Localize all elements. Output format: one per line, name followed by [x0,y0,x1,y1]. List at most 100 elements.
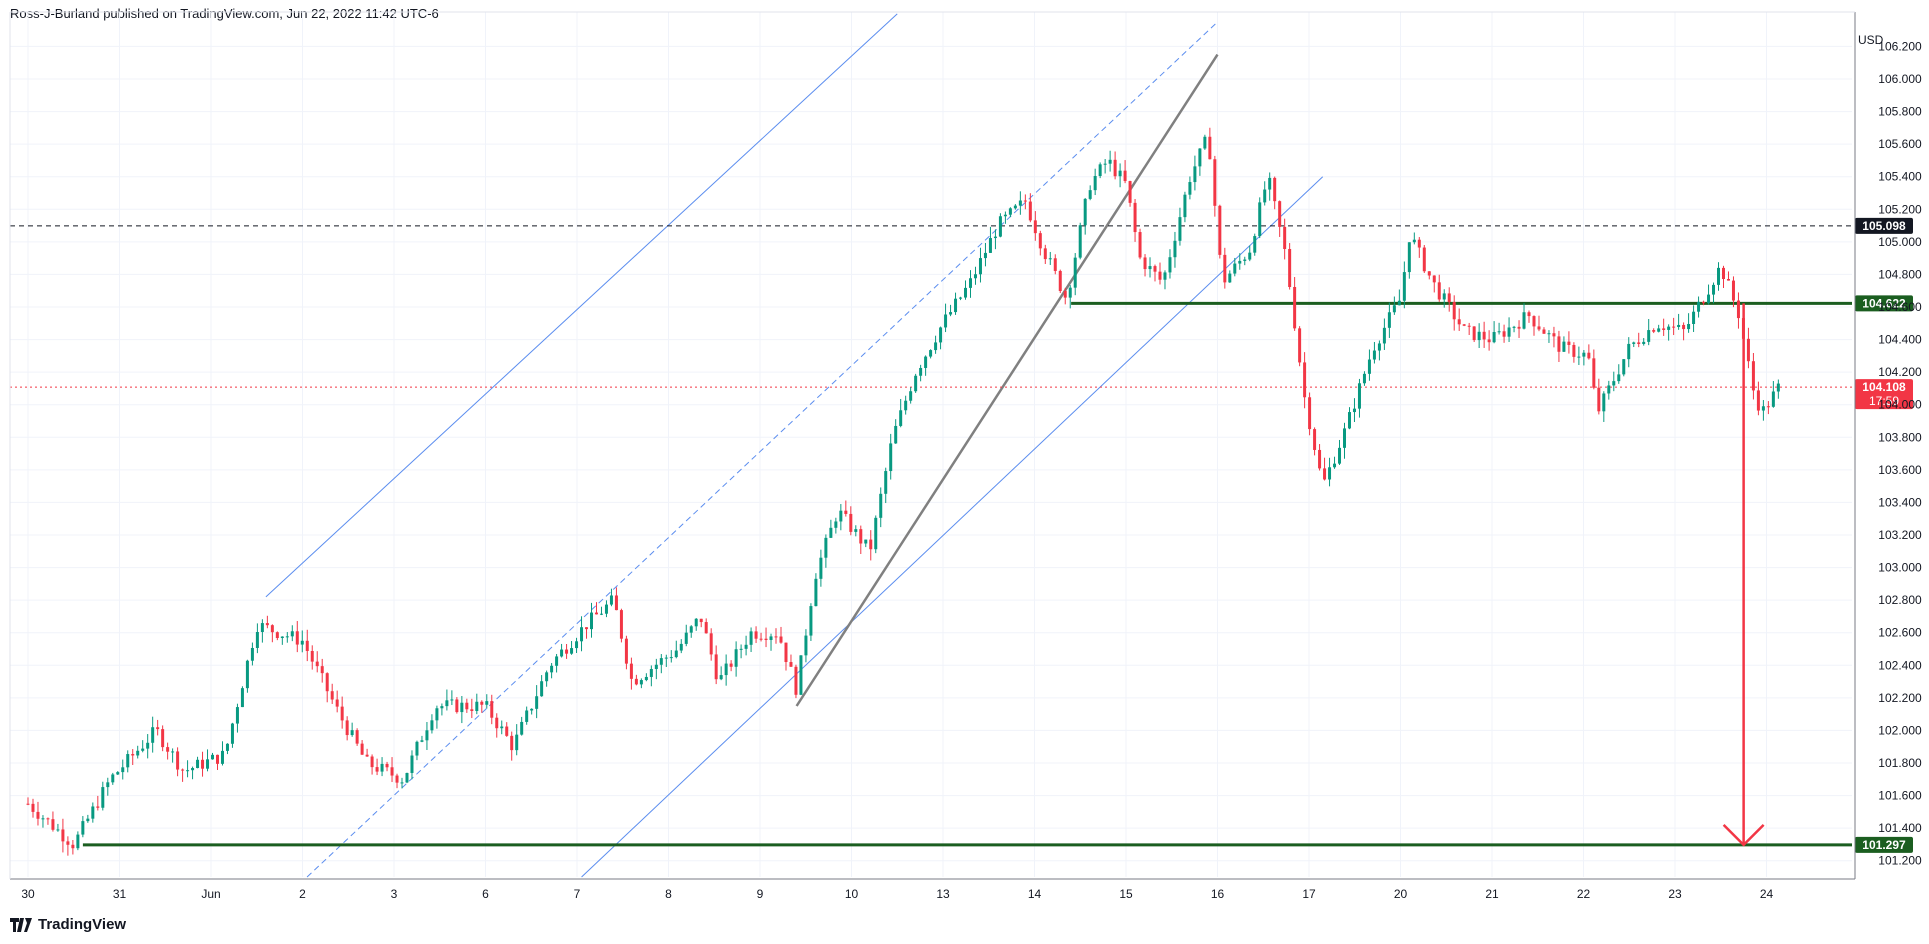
candle-body [325,673,329,692]
candle-body [939,327,943,343]
candle-body [849,513,853,532]
price-label: 104.108 [1862,380,1906,394]
candle-body [206,759,210,769]
candle-body [520,721,524,735]
candle-body [864,539,868,544]
candle-body [1228,273,1232,283]
x-tick-label: 22 [1577,887,1591,901]
candle-body [1776,383,1780,392]
candle-body [1746,338,1750,362]
y-tick-label: 103.800 [1878,430,1922,444]
candle-body [1512,326,1516,328]
trendline[interactable] [581,176,1324,878]
candle-body [1043,248,1047,260]
candle-body [614,595,618,611]
candle-body [440,706,444,709]
candle-body [1412,239,1416,243]
candle-body [485,701,489,705]
candle-body [824,537,828,558]
trendline[interactable] [306,21,1218,878]
y-tick-label: 104.800 [1878,267,1922,281]
candle-body [1652,330,1656,332]
candle-body [340,706,344,721]
candle-body [724,663,728,676]
candle-body [604,604,608,614]
candle-body [1278,201,1282,227]
candle-body [1587,352,1591,359]
candle-body [91,806,95,819]
candle-body [1721,267,1725,280]
candle-body [988,238,992,253]
candle-body [196,759,200,769]
candle-body [884,471,888,494]
candle-body [1577,356,1581,358]
candle-body [300,640,304,645]
candle-body [1163,272,1167,280]
candle-body [380,763,384,772]
y-tick-label: 101.200 [1878,854,1922,868]
candle-body [245,660,249,689]
candle-body [570,648,574,654]
candle-body [1407,242,1411,273]
candle-body [669,657,673,659]
candle-body [1482,331,1486,340]
currency-label: USD [1858,33,1884,47]
candle-body [161,729,165,748]
candle-body [1258,202,1262,237]
candle-body [1198,148,1202,167]
candle-body [1372,350,1376,360]
candle-body [594,612,598,615]
y-tick-label: 106.200 [1878,39,1922,53]
candle-body [1672,326,1676,328]
candle-body [425,730,429,741]
candle-body [191,768,195,771]
candle-body [1343,428,1347,448]
candle-body [1328,467,1332,480]
trendlines[interactable] [265,13,1324,878]
candle-body [395,775,399,783]
candle-body [390,767,394,776]
candle-body [759,638,763,640]
candle-body [1457,319,1461,325]
candle-body [1766,406,1770,408]
candle-body [310,650,314,662]
target-arrow[interactable] [1722,303,1765,847]
candle-body [1298,328,1302,363]
candle-body [839,510,843,522]
candle-body [764,638,768,640]
x-tick-label: 30 [21,887,35,901]
candle-body [739,648,743,650]
price-label-box [1855,836,1913,853]
candle-body [56,829,60,831]
candle-body [644,676,648,681]
candle-body [674,650,678,658]
candle-body [365,754,369,757]
candle-body [1612,381,1616,386]
y-tick-label: 105.800 [1878,105,1922,119]
y-tick-label: 105.400 [1878,170,1922,184]
candle-body [445,700,449,707]
candle-body [929,350,933,357]
candle-body [410,755,414,773]
candle-body [1033,220,1037,234]
candle-body [350,730,354,736]
trendline[interactable] [795,53,1219,707]
candle-body [530,708,534,711]
arrow-head[interactable] [1722,824,1765,847]
candle-body [1642,341,1646,344]
candle-body [844,510,848,514]
trendline[interactable] [265,13,898,598]
candle-body [335,699,339,707]
candle-body [250,647,254,661]
candle-body [679,643,683,651]
candle-body [575,641,579,649]
publish-attribution: Ross-J-Burland published on TradingView.… [10,6,439,21]
tradingview-brand[interactable]: TradingView [10,916,126,933]
candle-body [1517,326,1521,329]
candle-body [560,649,564,657]
candle-body [1731,280,1735,301]
candle-body [580,627,584,642]
candle-body [744,644,748,649]
